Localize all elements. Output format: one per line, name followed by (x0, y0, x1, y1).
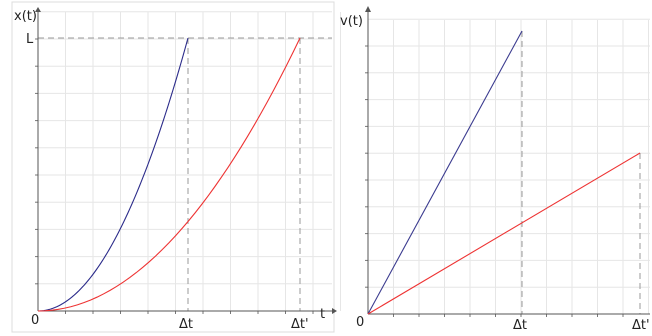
velocity-chart-origin-label: 0 (356, 315, 364, 330)
position-chart-origin-label: 0 (31, 313, 39, 328)
position-chart: x(t) t L 0 Δt Δt' (11, 1, 341, 333)
velocity-chart: v(t) 0 Δt Δt' (340, 6, 650, 333)
velocity-chart-ticks (365, 45, 624, 317)
position-chart-y-arrow-icon (35, 7, 41, 12)
position-series-line (37, 37, 301, 312)
velocity-chart-y-arrow-icon (365, 6, 371, 12)
position-chart-dt2-label: Δt' (291, 317, 309, 332)
position-series-line (37, 37, 189, 312)
velocity-chart-y-label: v(t) (340, 14, 363, 29)
velocity-chart-series (367, 30, 641, 315)
position-chart-x-label: t (320, 307, 325, 322)
position-chart-x-arrow-icon (332, 308, 337, 314)
position-chart-L-label: L (26, 32, 34, 47)
velocity-chart-dt-label: Δt (513, 318, 527, 333)
position-chart-dt-label: Δt (179, 317, 193, 332)
velocity-chart-dt2-label: Δt' (632, 318, 650, 333)
velocity-series-line (367, 152, 641, 315)
position-chart-series (37, 37, 301, 312)
position-chart-y-label: x(t) (14, 9, 37, 24)
velocity-chart-grid (367, 18, 650, 315)
velocity-series-line (367, 30, 523, 315)
